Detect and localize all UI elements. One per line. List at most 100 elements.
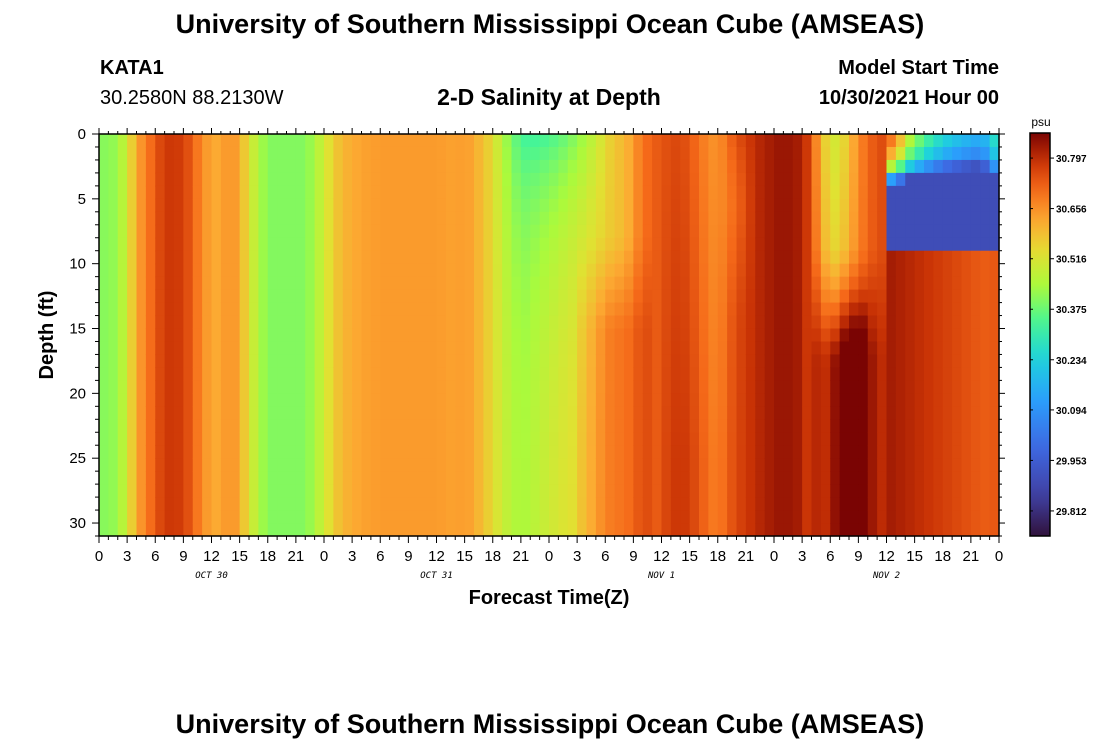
heatmap-cell bbox=[492, 367, 503, 381]
heatmap-cell bbox=[145, 445, 156, 459]
heatmap-cell bbox=[230, 419, 241, 433]
heatmap-cell bbox=[174, 250, 184, 265]
heatmap-cell bbox=[483, 380, 494, 394]
heatmap-cell bbox=[370, 367, 381, 381]
heatmap-cell bbox=[970, 263, 981, 278]
heatmap-cell bbox=[380, 172, 391, 187]
heatmap-cell bbox=[914, 159, 925, 174]
heatmap-cell bbox=[867, 263, 878, 278]
heatmap-cell bbox=[980, 185, 991, 200]
heatmap-cell bbox=[164, 159, 175, 174]
heatmap-cell bbox=[399, 211, 409, 226]
heatmap-cell bbox=[755, 198, 766, 213]
heatmap-cell bbox=[333, 198, 344, 213]
heatmap-cell bbox=[408, 134, 419, 148]
heatmap-cell bbox=[577, 341, 588, 356]
heatmap-cell bbox=[764, 134, 775, 148]
heatmap-cell bbox=[642, 237, 653, 252]
heatmap-cell bbox=[408, 302, 419, 317]
heatmap-cell bbox=[755, 302, 766, 317]
heatmap-cell bbox=[905, 134, 916, 148]
heatmap-cell bbox=[567, 250, 578, 265]
heatmap-cell bbox=[436, 224, 447, 239]
heatmap-cell bbox=[389, 198, 400, 213]
heatmap-cell bbox=[99, 134, 109, 148]
heatmap-cell bbox=[783, 432, 794, 446]
heatmap-cell bbox=[370, 341, 381, 356]
heatmap-cell bbox=[895, 419, 906, 433]
y-tick-label: 20 bbox=[69, 385, 86, 402]
heatmap-cell bbox=[249, 328, 259, 343]
heatmap-cell bbox=[549, 367, 559, 381]
heatmap-cell bbox=[239, 497, 250, 511]
heatmap-cell bbox=[849, 198, 859, 213]
heatmap-cell bbox=[802, 237, 813, 252]
heatmap-cell bbox=[811, 159, 822, 174]
heatmap-cell bbox=[970, 198, 981, 213]
heatmap-cell bbox=[614, 211, 625, 226]
heatmap-cell bbox=[436, 146, 447, 161]
heatmap-cell bbox=[605, 134, 616, 148]
heatmap-cell bbox=[511, 523, 522, 537]
heatmap-cell bbox=[614, 497, 625, 511]
heatmap-cell bbox=[942, 419, 953, 433]
heatmap-cell bbox=[117, 393, 128, 407]
heatmap-cell bbox=[877, 315, 888, 330]
heatmap-cell bbox=[764, 211, 775, 226]
heatmap-cell bbox=[558, 185, 569, 200]
heatmap-cell bbox=[399, 146, 409, 161]
heatmap-cell bbox=[267, 341, 278, 356]
heatmap-cell bbox=[980, 406, 991, 420]
heatmap-cell bbox=[202, 328, 213, 343]
heatmap-cell bbox=[277, 406, 288, 420]
heatmap-cell bbox=[389, 523, 400, 537]
heatmap-cell bbox=[305, 328, 316, 343]
heatmap-cell bbox=[436, 315, 447, 330]
heatmap-cell bbox=[277, 419, 288, 433]
heatmap-cell bbox=[99, 302, 109, 317]
heatmap-cell bbox=[464, 328, 475, 343]
heatmap-cell bbox=[689, 523, 700, 537]
heatmap-cell bbox=[586, 341, 597, 356]
heatmap-cell bbox=[211, 510, 222, 524]
x-axis-label: Forecast Time(Z) bbox=[469, 587, 630, 609]
heatmap-cell bbox=[802, 445, 813, 459]
heatmap-cell bbox=[370, 497, 381, 511]
heatmap-cell bbox=[342, 315, 353, 330]
heatmap-cell bbox=[333, 419, 344, 433]
heatmap-cell bbox=[239, 445, 250, 459]
heatmap-cell bbox=[155, 224, 166, 239]
heatmap-cell bbox=[474, 211, 484, 226]
heatmap-cell bbox=[774, 367, 784, 381]
heatmap-cell bbox=[192, 510, 203, 524]
heatmap-cell bbox=[277, 458, 288, 472]
heatmap-cell bbox=[464, 354, 475, 369]
heatmap-cell bbox=[483, 276, 494, 291]
heatmap-cell bbox=[445, 302, 456, 317]
heatmap-cell bbox=[361, 510, 372, 524]
y-tick-label: 0 bbox=[78, 126, 86, 143]
heatmap-cell bbox=[464, 380, 475, 394]
heatmap-cell bbox=[942, 237, 953, 252]
heatmap-cell bbox=[970, 523, 981, 537]
heatmap-cell bbox=[652, 263, 663, 278]
heatmap-cell bbox=[474, 185, 484, 200]
heatmap-cell bbox=[905, 276, 916, 291]
heatmap-cell bbox=[436, 276, 447, 291]
heatmap-cell bbox=[445, 211, 456, 226]
heatmap-cell bbox=[914, 289, 925, 304]
heatmap-cell bbox=[980, 445, 991, 459]
heatmap-cell bbox=[99, 484, 109, 498]
heatmap-cell bbox=[736, 185, 747, 200]
heatmap-cell bbox=[708, 289, 719, 304]
heatmap-cell bbox=[99, 419, 109, 433]
heatmap-cell bbox=[145, 419, 156, 433]
heatmap-cell bbox=[708, 237, 719, 252]
station-coords: 30.2580N 88.2130W bbox=[100, 87, 284, 109]
heatmap-cell bbox=[399, 302, 409, 317]
heatmap-cell bbox=[108, 211, 119, 226]
heatmap-cell bbox=[858, 237, 869, 252]
heatmap-cell bbox=[858, 198, 869, 213]
heatmap-cell bbox=[886, 276, 897, 291]
heatmap-cell bbox=[202, 134, 213, 148]
